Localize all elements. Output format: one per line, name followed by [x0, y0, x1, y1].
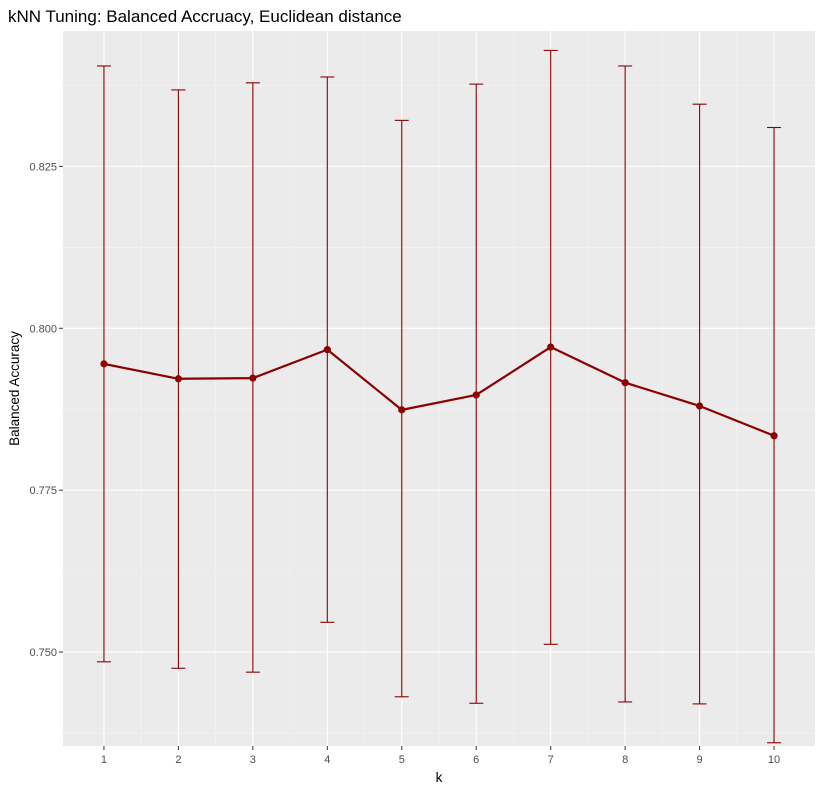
data-point [100, 360, 108, 368]
balanced-accuracy-line [103, 345, 775, 437]
y-tick-label: 0.750 [29, 647, 57, 659]
x-tick-label: 5 [399, 754, 405, 766]
data-point [547, 343, 555, 351]
y-axis-title: Balanced Accuracy [7, 331, 22, 446]
y-tick-label: 0.825 [29, 161, 57, 173]
data-point [398, 406, 406, 414]
x-tick-label: 4 [324, 754, 330, 766]
data-point [174, 375, 183, 383]
axes: 0.750 0.775 0.800 0.825 1 2 3 4 5 6 7 8 9 10 [29, 161, 780, 766]
x-tick-label: 8 [622, 754, 628, 766]
data-points [100, 343, 778, 440]
x-tick-label: 7 [548, 754, 554, 766]
x-tick-label: 3 [250, 754, 256, 766]
data-point [621, 379, 629, 387]
y-tick-label: 0.775 [29, 485, 57, 497]
data-point [472, 391, 480, 399]
data-point [323, 346, 331, 354]
data-point [770, 432, 778, 440]
x-tick-label: 1 [101, 754, 107, 766]
x-tick-label: 6 [473, 754, 479, 766]
x-axis-title: k [436, 770, 443, 785]
x-tick-label: 9 [697, 754, 703, 766]
series-line-layer [103, 345, 775, 437]
data-point [249, 374, 257, 382]
x-tick-label: 10 [768, 754, 780, 766]
chart-title: kNN Tuning: Balanced Accruacy, Euclidean… [8, 7, 402, 26]
x-tick-label: 2 [175, 754, 181, 766]
y-tick-label: 0.800 [29, 323, 57, 335]
data-point [695, 402, 704, 410]
